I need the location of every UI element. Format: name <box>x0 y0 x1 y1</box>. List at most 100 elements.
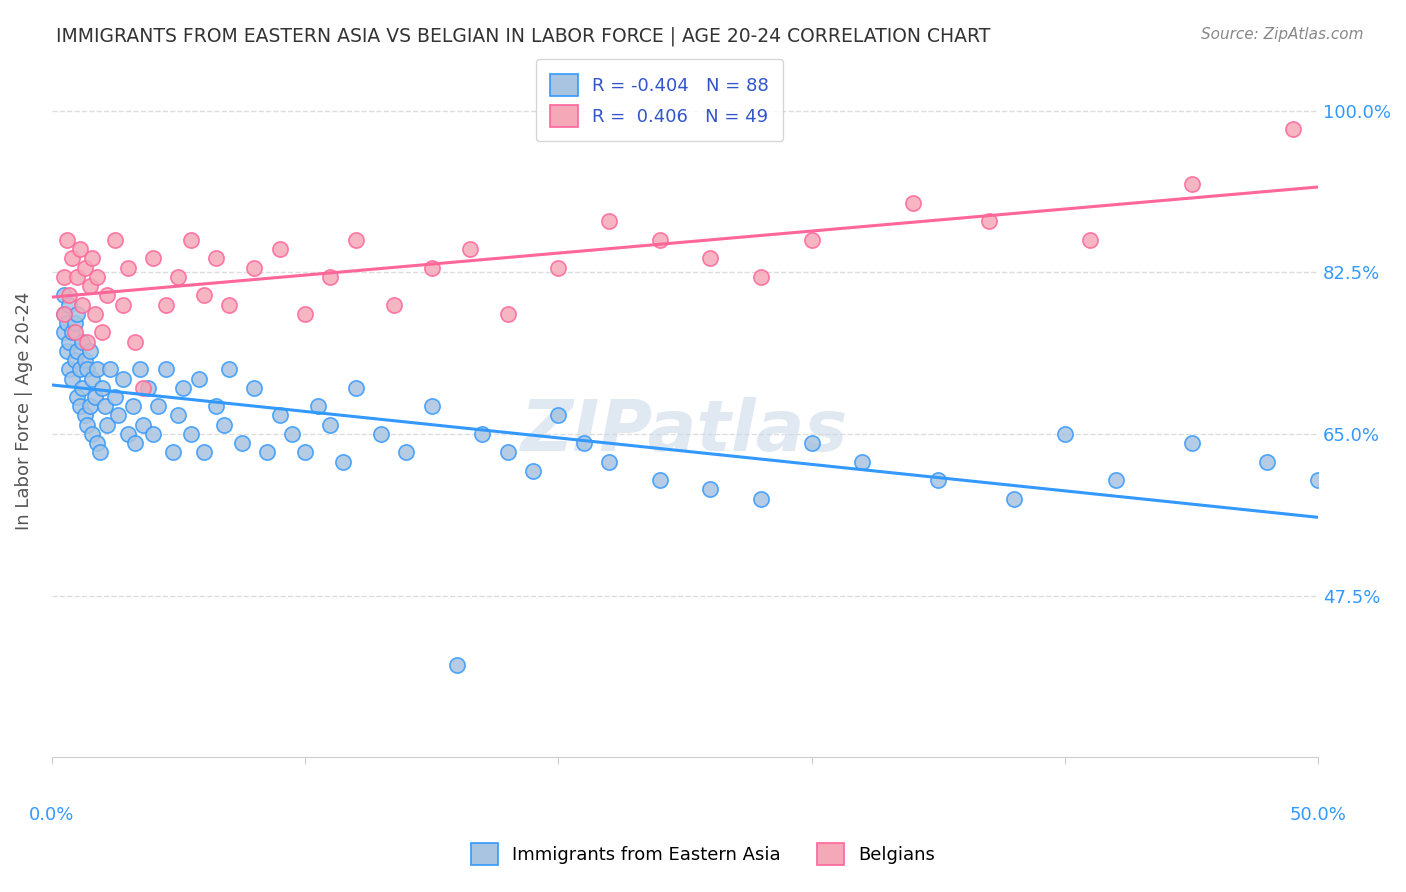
Point <box>58 334 80 349</box>
Point <box>89 445 111 459</box>
Point <box>1078 233 1101 247</box>
Point <box>496 445 519 459</box>
Point <box>53 269 76 284</box>
Point <box>231 436 253 450</box>
Point <box>162 445 184 459</box>
Point <box>73 353 96 368</box>
Point <box>76 334 98 349</box>
Point <box>63 326 86 340</box>
Text: IMMIGRANTS FROM EASTERN ASIA VS BELGIAN IN LABOR FORCE | AGE 20-24 CORRELATION C: IMMIGRANTS FROM EASTERN ASIA VS BELGIAN … <box>56 27 991 46</box>
Point <box>83 390 105 404</box>
Point <box>69 242 91 256</box>
Point <box>446 658 468 673</box>
Point <box>1180 178 1202 192</box>
Point <box>63 316 86 330</box>
Point <box>243 381 266 395</box>
Point <box>58 288 80 302</box>
Point <box>79 343 101 358</box>
Point <box>458 242 481 256</box>
Point <box>70 334 93 349</box>
Point <box>420 399 443 413</box>
Point <box>132 417 155 432</box>
Point <box>76 362 98 376</box>
Point <box>648 233 671 247</box>
Point <box>146 399 169 413</box>
Point <box>193 445 215 459</box>
Point <box>307 399 329 413</box>
Point <box>344 381 367 395</box>
Point <box>319 417 342 432</box>
Point <box>800 233 823 247</box>
Point <box>180 233 202 247</box>
Point <box>167 269 190 284</box>
Point <box>73 260 96 275</box>
Point <box>699 483 721 497</box>
Point <box>66 269 89 284</box>
Point <box>218 362 240 376</box>
Point <box>56 343 79 358</box>
Point <box>598 214 620 228</box>
Point <box>58 297 80 311</box>
Point <box>1256 455 1278 469</box>
Point <box>56 233 79 247</box>
Text: ZIPatlas: ZIPatlas <box>522 397 849 467</box>
Point <box>269 242 291 256</box>
Point <box>193 288 215 302</box>
Point <box>243 260 266 275</box>
Point <box>382 297 405 311</box>
Point <box>86 269 108 284</box>
Point <box>107 409 129 423</box>
Point <box>96 417 118 432</box>
Point <box>749 491 772 506</box>
Point <box>60 252 83 266</box>
Point <box>60 371 83 385</box>
Point <box>851 455 873 469</box>
Text: 50.0%: 50.0% <box>1289 805 1347 824</box>
Point <box>76 417 98 432</box>
Point <box>86 362 108 376</box>
Point <box>129 362 152 376</box>
Point <box>319 269 342 284</box>
Point <box>167 409 190 423</box>
Point <box>98 362 121 376</box>
Point <box>522 464 544 478</box>
Point <box>66 390 89 404</box>
Point <box>82 252 104 266</box>
Point <box>91 326 114 340</box>
Point <box>82 371 104 385</box>
Text: Source: ZipAtlas.com: Source: ZipAtlas.com <box>1201 27 1364 42</box>
Point <box>395 445 418 459</box>
Point <box>370 427 392 442</box>
Point <box>294 307 316 321</box>
Point <box>66 307 89 321</box>
Point <box>132 381 155 395</box>
Point <box>66 343 89 358</box>
Point <box>124 334 146 349</box>
Legend: Immigrants from Eastern Asia, Belgians: Immigrants from Eastern Asia, Belgians <box>461 834 945 874</box>
Point <box>79 279 101 293</box>
Point <box>977 214 1000 228</box>
Point <box>53 326 76 340</box>
Point <box>136 381 159 395</box>
Point <box>1002 491 1025 506</box>
Point <box>94 399 117 413</box>
Point <box>749 269 772 284</box>
Point <box>648 473 671 487</box>
Point <box>205 399 228 413</box>
Point <box>69 399 91 413</box>
Point <box>699 252 721 266</box>
Point <box>155 297 177 311</box>
Point <box>142 427 165 442</box>
Point <box>117 260 139 275</box>
Point <box>294 445 316 459</box>
Point <box>471 427 494 442</box>
Point <box>1104 473 1126 487</box>
Point <box>142 252 165 266</box>
Point <box>547 409 569 423</box>
Point <box>53 288 76 302</box>
Legend: R = -0.404   N = 88, R =  0.406   N = 49: R = -0.404 N = 88, R = 0.406 N = 49 <box>536 60 783 142</box>
Point <box>155 362 177 376</box>
Point <box>901 195 924 210</box>
Point <box>256 445 278 459</box>
Point <box>91 381 114 395</box>
